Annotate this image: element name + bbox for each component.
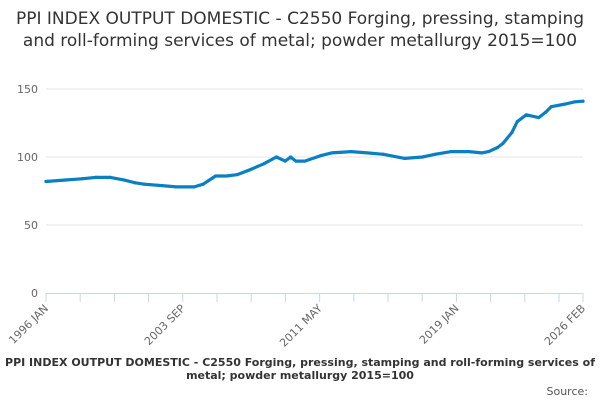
series-group — [44, 99, 585, 189]
chart-title: PPI INDEX OUTPUT DOMESTIC - C2550 Forgin… — [15, 9, 585, 51]
data-point — [288, 155, 293, 159]
x-axis: 1996 JAN 2003 SEP 2011 MAY 2019 JAN 2026 FEB — [6, 293, 588, 350]
data-point — [581, 99, 585, 103]
data-point — [330, 151, 334, 155]
data-point — [549, 105, 553, 109]
data-point — [479, 151, 484, 155]
data-point — [510, 130, 514, 135]
data-point — [421, 155, 425, 159]
data-point — [142, 182, 146, 186]
data-point — [381, 152, 385, 156]
x-tick-label: 2003 SEP — [142, 302, 188, 348]
data-point — [80, 177, 84, 181]
y-tick-label: 0 — [31, 287, 38, 300]
data-point — [283, 159, 287, 163]
y-tick-label: 50 — [24, 219, 38, 232]
data-point — [201, 182, 205, 186]
data-point — [108, 175, 112, 179]
source-label: Source: — [546, 385, 589, 398]
data-point — [235, 173, 239, 177]
data-point — [403, 156, 407, 160]
data-point — [501, 141, 505, 145]
data-point — [44, 179, 48, 184]
data-point — [467, 149, 471, 154]
data-point — [94, 175, 98, 179]
data-point — [496, 145, 500, 150]
data-point — [487, 149, 491, 154]
data-point — [262, 162, 266, 166]
data-point — [224, 174, 228, 178]
data-point — [174, 185, 178, 189]
data-point — [274, 155, 278, 159]
data-point — [122, 178, 127, 182]
data-point — [349, 149, 353, 154]
data-point — [213, 174, 218, 178]
data-point — [160, 183, 164, 188]
y-tick-label: 150 — [17, 83, 38, 96]
data-point — [544, 110, 548, 114]
data-point — [524, 113, 528, 117]
y-tick-label: 100 — [17, 151, 38, 164]
x-tick-label: 2026 FEB — [542, 302, 588, 348]
data-point — [449, 149, 453, 154]
chart-caption: PPI INDEX OUTPUT DOMESTIC - C2550 Forgin… — [5, 356, 595, 382]
data-point — [537, 115, 541, 120]
x-tick-label: 2011 MAY — [277, 302, 325, 350]
x-tick-label: 2019 JAN — [417, 302, 462, 347]
data-point — [572, 100, 576, 104]
data-point — [249, 167, 253, 171]
data-point — [433, 152, 437, 156]
data-point — [192, 185, 196, 189]
data-point — [365, 151, 369, 155]
x-tick-label: 1996 JAN — [6, 302, 51, 347]
data-point — [319, 154, 323, 158]
data-point — [563, 102, 568, 106]
data-point — [133, 181, 137, 185]
data-point — [294, 159, 298, 163]
data-point — [62, 178, 66, 182]
data-point — [515, 120, 519, 124]
data-point — [303, 159, 307, 163]
y-axis-labels: 0 50 100 150 — [17, 83, 38, 300]
